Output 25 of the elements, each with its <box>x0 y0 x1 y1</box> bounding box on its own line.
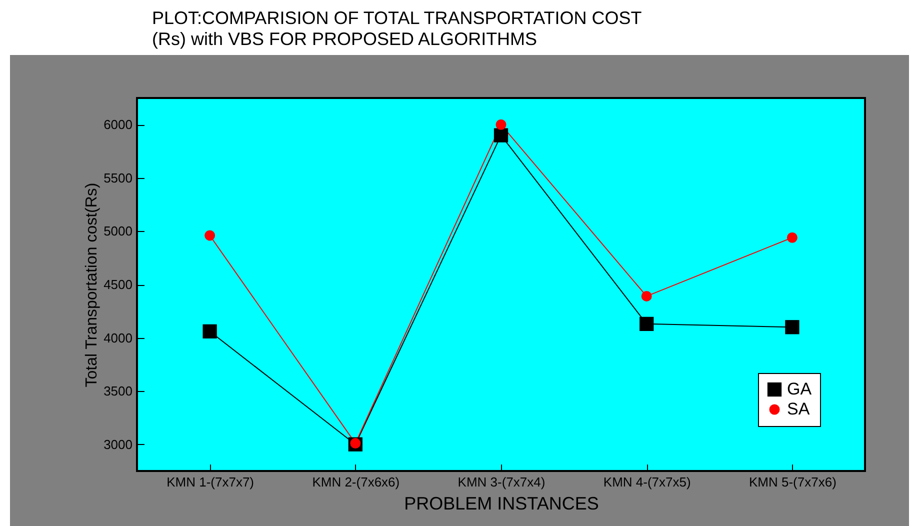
legend-label: GA <box>787 380 812 398</box>
legend-label: SA <box>787 400 810 418</box>
x-tick-label: KMN 1-(7x7x7) <box>166 474 254 490</box>
x-tick-label: KMN 3-(7x7x4) <box>458 474 546 490</box>
y-tick-label: 3500 <box>104 384 132 399</box>
point <box>202 324 217 338</box>
point <box>785 320 800 334</box>
chart-title: PLOT:COMPARISION OF TOTAL TRANSPORTATION COST (Rs) with VBS FOR PROPOSED ALGORITHMS <box>152 8 642 50</box>
point <box>494 128 508 142</box>
y-axis-title: Total Transportation cost(Rs) <box>84 182 101 388</box>
x-axis-title: PROBLEM INSTANCES <box>404 494 599 514</box>
y-tick-label: 5000 <box>104 224 132 239</box>
y-tick-label: 3000 <box>104 436 132 452</box>
x-tick-label: KMN 5-(7x7x6) <box>748 474 836 490</box>
x-tick-label: KMN 4-(7x7x5) <box>603 474 691 490</box>
point <box>496 119 506 130</box>
y-tick-label: 4500 <box>104 277 132 292</box>
point <box>641 290 652 302</box>
y-tick-label: 5500 <box>104 170 132 186</box>
point <box>640 316 654 331</box>
point <box>786 232 798 243</box>
y-tick-label: 4000 <box>104 330 132 346</box>
point <box>204 230 216 241</box>
x-tick-label: KMN 2-(7x6x6) <box>312 474 400 490</box>
y-tick-label: 6000 <box>104 117 132 132</box>
